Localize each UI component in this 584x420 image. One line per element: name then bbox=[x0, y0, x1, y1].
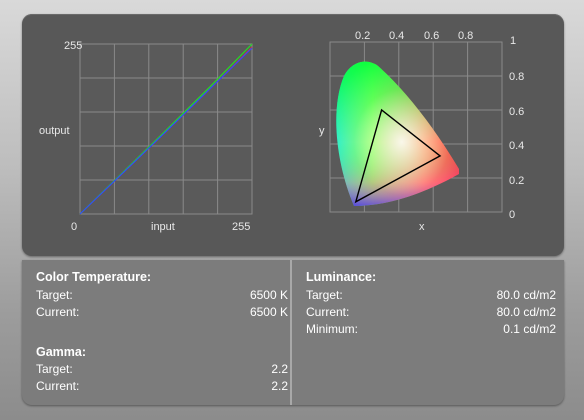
gamut-tick-x-3: 0.6 bbox=[424, 30, 439, 42]
color-temperature-current-row: Current: 6500 K bbox=[36, 305, 288, 321]
curves-chart: 255 output 0 input 255 bbox=[39, 40, 253, 233]
x-axis-label: input bbox=[151, 221, 175, 233]
gamma-current-label: Current: bbox=[36, 379, 80, 393]
charts-svg: 255 output 0 input 255 bbox=[39, 30, 524, 233]
luminance-target-label: Target: bbox=[306, 288, 343, 302]
gamut-tick-x-4: 0.8 bbox=[458, 30, 473, 42]
gamut-tick-y-3: 0.4 bbox=[509, 140, 524, 152]
gamut-tick-y-2: 0.6 bbox=[509, 106, 524, 118]
gamut-tick-y-5: 0 bbox=[509, 209, 515, 221]
curves-grid bbox=[80, 44, 252, 214]
gamut-top-ticks: 0.2 0.4 0.6 0.8 1 bbox=[355, 30, 516, 47]
gamut-tick-x-2: 0.4 bbox=[389, 30, 404, 42]
gamma-title: Gamma: bbox=[36, 345, 87, 359]
luminance-target-value: 80.0 cd/m2 bbox=[496, 288, 556, 302]
curve-series-2 bbox=[79, 47, 253, 215]
gamut-tick-x-5: 1 bbox=[510, 35, 516, 47]
gamut-tick-y-4: 0.2 bbox=[509, 175, 524, 187]
luminance-current-value: 80.0 cd/m2 bbox=[496, 305, 556, 319]
gamut-chart: 0.2 0.4 0.6 0.8 1 0.8 0.6 0.4 0.2 0 y x bbox=[319, 30, 524, 233]
gamut-right-ticks: 0.8 0.6 0.4 0.2 0 bbox=[509, 71, 524, 221]
y-max-label: 255 bbox=[64, 40, 82, 52]
luminance-minimum-label: Minimum: bbox=[306, 322, 359, 336]
luminance-title: Luminance: bbox=[306, 270, 377, 284]
color-temperature-target-label: Target: bbox=[36, 288, 73, 302]
gamut-tick-y-1: 0.8 bbox=[509, 71, 524, 83]
color-temperature-target-value: 6500 K bbox=[249, 288, 288, 302]
gamut-tick-x-1: 0.2 bbox=[355, 30, 370, 42]
color-temperature-current-label: Current: bbox=[36, 305, 80, 319]
color-temperature-target-row: Target: 6500 K bbox=[36, 288, 288, 304]
gamut-y-axis-label: y bbox=[319, 125, 325, 137]
luminance-target-row: Target: 80.0 cd/m2 bbox=[306, 288, 556, 304]
gamut-x-axis-label: x bbox=[419, 221, 425, 233]
gamut-triangle bbox=[354, 108, 442, 204]
x-max-label: 255 bbox=[232, 221, 250, 233]
luminance-current-row: Current: 80.0 cd/m2 bbox=[306, 305, 556, 321]
gamma-target-label: Target: bbox=[36, 362, 73, 376]
curves-series bbox=[79, 43, 253, 215]
gamma-target-row: Target: 2.2 bbox=[36, 362, 288, 378]
y-axis-label: output bbox=[39, 125, 70, 137]
luminance-current-label: Current: bbox=[306, 305, 350, 319]
stats-divider bbox=[290, 260, 292, 405]
gamma-current-row: Current: 2.2 bbox=[36, 379, 288, 395]
gamma-current-value: 2.2 bbox=[271, 379, 288, 393]
stats-panel: Color Temperature: Target: 6500 K Curren… bbox=[22, 260, 564, 405]
gamma-target-value: 2.2 bbox=[271, 362, 288, 376]
x-min-label: 0 bbox=[71, 221, 77, 233]
color-temperature-current-value: 6500 K bbox=[249, 305, 288, 319]
luminance-minimum-value: 0.1 cd/m2 bbox=[503, 322, 556, 336]
color-temperature-title: Color Temperature: bbox=[36, 270, 152, 284]
charts-panel: 255 output 0 input 255 bbox=[22, 14, 564, 256]
luminance-minimum-row: Minimum: 0.1 cd/m2 bbox=[306, 322, 556, 338]
